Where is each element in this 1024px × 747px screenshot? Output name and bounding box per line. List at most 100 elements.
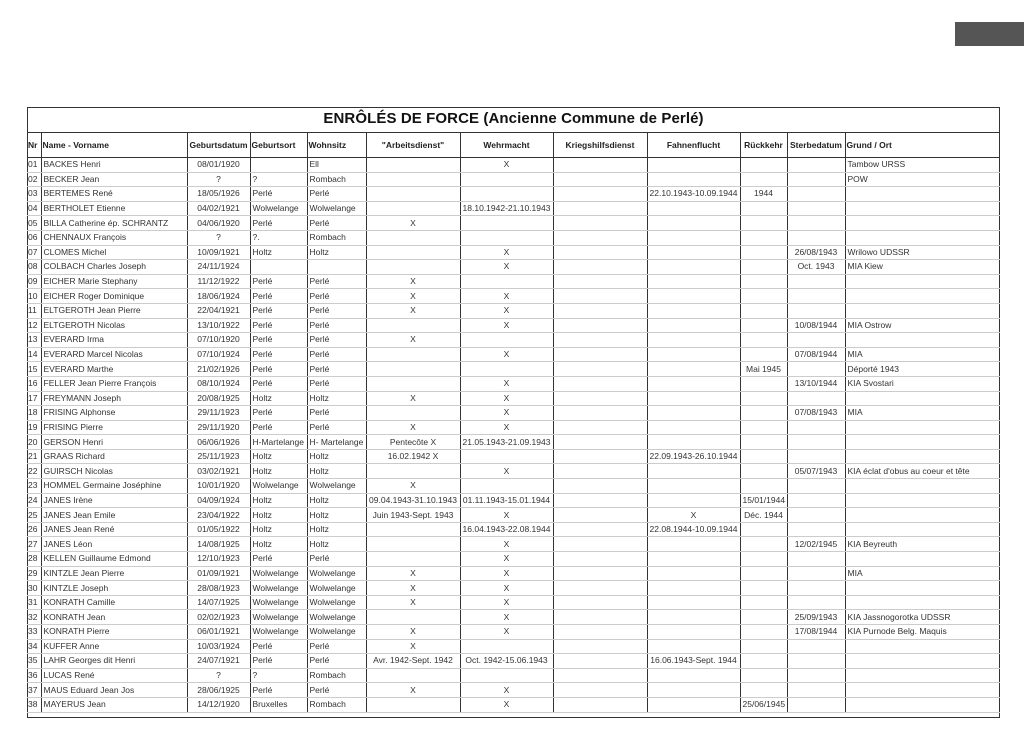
table-cell [845,595,1000,611]
table-cell: KUFFER Anne [41,639,188,655]
table-cell [647,463,741,480]
table-cell: X [460,391,554,407]
table-cell [553,172,648,188]
table-cell: X [366,682,461,698]
table-cell [366,186,461,202]
table-cell: BILLA Catherine ép. SCHRANTZ [41,215,188,231]
table-cell [740,478,788,494]
table-cell: Perlé [250,347,308,363]
table-cell: X [366,566,461,582]
table-cell: 01/09/1921 [187,566,251,582]
column-header: Name - Vorname [41,132,188,158]
table-cell: Wolwelange [307,595,367,611]
table-cell [845,391,1000,407]
table-cell [845,493,1000,509]
table-cell [460,186,554,202]
table-cell: Perlé [307,361,367,377]
table-cell: Déc. 1944 [740,507,788,523]
table-cell [553,463,648,480]
table-cell: 16.06.1943-Sept. 1944 [647,653,741,669]
table-cell: 22.09.1943-26.10.1944 [647,449,741,465]
table-cell [740,303,788,319]
table-cell: 04/09/1924 [187,493,251,509]
table-header-row: Nr Name - Vorname Geburtsdatum Geburtsort Wo… [27,132,1000,158]
table-cell: X [460,405,554,421]
table-cell: 03 [27,186,42,202]
table-cell: Rombach [307,668,367,684]
table-cell [740,201,788,217]
table-cell [845,682,1000,698]
table-cell: 03/02/1921 [187,463,251,480]
table-cell: X [460,595,554,611]
table-cell: 22/04/1921 [187,303,251,319]
table-cell: Oct. 1942-15.06.1943 [460,653,554,669]
table-cell [553,186,648,202]
table-row: 35 LAHR Georges dit Henri 24/07/1921 Perlé P… [27,653,1000,669]
table-cell: 19 [27,420,42,436]
table-row: 31 KONRATH Camille 14/07/1925 Wolwelange Wol… [27,595,1000,611]
table-row: 18 FRISING Alphonse 29/11/1923 Perlé Perlé X 0… [27,405,1000,421]
table-cell: 05/07/1943 [787,463,846,480]
table-row: 04 BERTHOLET Etienne 04/02/1921 Wolwelange W… [27,201,1000,217]
table-cell [366,522,461,538]
table-cell [740,551,788,567]
table-cell [553,332,648,348]
table-cell [740,318,788,334]
table-cell: 07/08/1943 [787,405,846,421]
table-cell: 24/07/1921 [187,653,251,669]
table-cell [460,639,554,655]
table-cell: Wolwelange [307,201,367,217]
table-cell: Holtz [307,507,367,523]
table-cell [366,463,461,480]
table-cell [845,653,1000,669]
table-cell [787,566,846,582]
table-cell: 10 [27,288,42,304]
table-cell [787,478,846,494]
table-cell: 01 [27,157,42,173]
table-cell [553,551,648,567]
table-cell: 24 [27,493,42,509]
column-header: Geburtsdatum [187,132,251,158]
table-cell: BERTEMES René [41,186,188,202]
table-cell: 18/06/1924 [187,288,251,304]
table-cell [740,288,788,304]
table-cell [647,361,741,377]
table-cell: KONRATH Camille [41,595,188,611]
table-cell [553,201,648,217]
table-cell [845,420,1000,436]
table-cell [647,172,741,188]
table-cell [647,259,741,275]
table-cell [647,391,741,407]
table-cell: Holtz [307,522,367,538]
table-cell: JANES Jean René [41,522,188,538]
table-cell [553,478,648,494]
table-cell [740,157,788,173]
table-cell [553,595,648,611]
table-cell: KIA Purnode Belg. Maquis [845,624,1000,640]
table-cell: 21.05.1943-21.09.1943 [460,434,554,450]
table-cell: Holtz [307,449,367,465]
table-cell: 02/02/1923 [187,609,251,625]
table-cell: Holtz [250,507,308,523]
table-cell [787,303,846,319]
table-cell: ? [187,668,251,684]
table-row: 08 COLBACH Charles Joseph 24/11/1924 X Oct. … [27,259,1000,275]
table-cell: 14 [27,347,42,363]
table-row: 05 BILLA Catherine ép. SCHRANTZ 04/06/1920… [27,215,1000,231]
table-row: 22 GUIRSCH Nicolas 03/02/1921 Holtz Holtz X 05… [27,463,1000,480]
table-cell [553,566,648,582]
table-cell: Holtz [307,536,367,553]
table-cell: Avr. 1942-Sept. 1942 [366,653,461,669]
table-cell: Holtz [250,245,308,261]
table-cell: Perlé [250,682,308,698]
scan-dark-corner [955,22,1024,46]
table-cell: CLOMES Michel [41,245,188,261]
table-cell: Perlé [250,303,308,319]
table-cell: 10/03/1924 [187,639,251,655]
table-cell [740,172,788,188]
table-cell [845,186,1000,202]
table-cell [787,580,846,596]
table-cell: EVERARD Irma [41,332,188,348]
table-cell: ELTGEROTH Jean Pierre [41,303,188,319]
table-cell [787,697,846,713]
